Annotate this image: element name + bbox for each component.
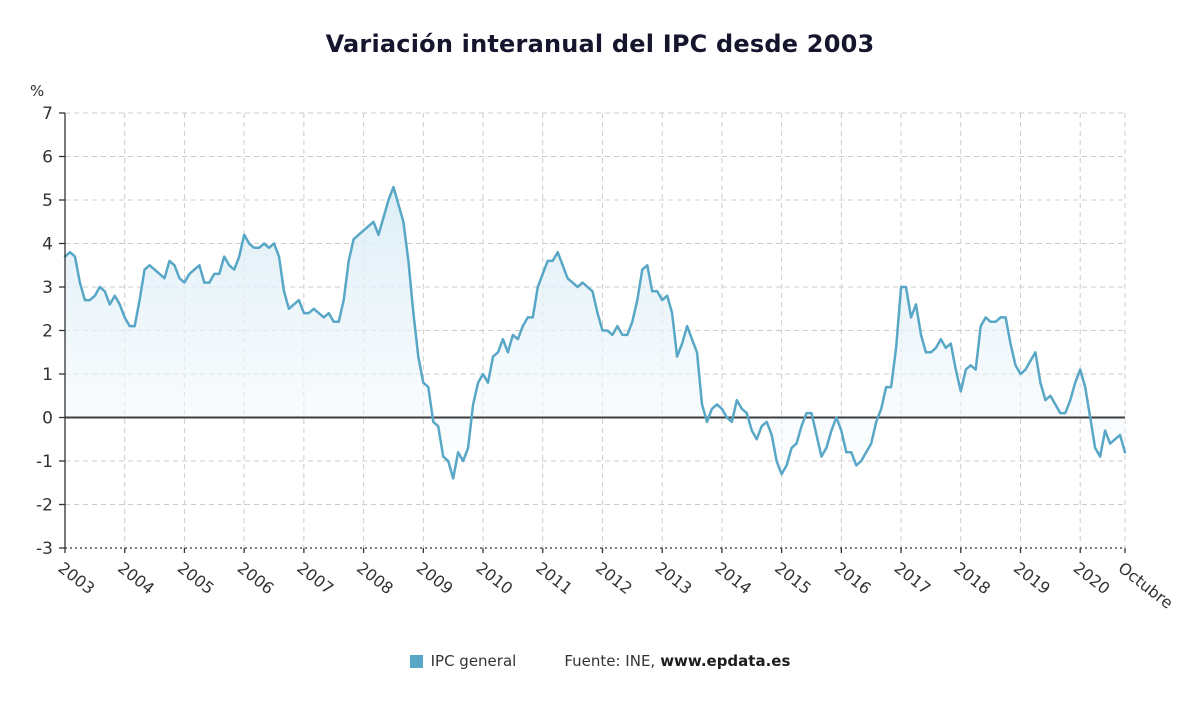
x-tick-label: 2004 [114, 558, 158, 598]
x-tick-label: 2006 [234, 558, 278, 598]
y-axis-unit-label: % [30, 82, 44, 100]
y-tick-label: -3 [36, 539, 53, 559]
x-tick-label: 2015 [771, 558, 815, 598]
y-tick-label: -2 [36, 496, 53, 516]
x-tick-label: 2011 [532, 558, 576, 598]
x-tick-label: 2017 [891, 558, 935, 598]
y-tick-label: 1 [42, 365, 53, 385]
y-tick-label: 5 [42, 191, 53, 211]
y-tick-label: 6 [42, 148, 53, 168]
x-axis-labels: 2003 2004 2005 2006 2007 2008 2009 2010 2011 2012… [55, 548, 1177, 613]
chart-title: Variación interanual del IPC desde 2003 [325, 30, 875, 58]
series-line-ipc-general [63, 185, 1127, 480]
legend-swatch-icon [409, 654, 423, 668]
source-link: www.epdata.es [660, 652, 791, 670]
y-tick-label: 7 [42, 104, 53, 124]
y-tick-label: 4 [42, 235, 53, 255]
x-tick-label: 2016 [831, 558, 875, 598]
x-tick-label: 2007 [293, 558, 337, 598]
y-tick-label: 0 [42, 409, 53, 429]
source-prefix: Fuente: INE, [564, 652, 656, 670]
x-tick-label: 2008 [353, 558, 397, 598]
y-axis-labels: 7 6 5 4 3 2 1 0 -1 -2 -3 [36, 104, 65, 559]
y-tick-label: -1 [36, 452, 53, 472]
x-tick-label: 2018 [950, 558, 994, 598]
x-tick-label: 2019 [1010, 558, 1054, 598]
x-tick-label: 2014 [711, 558, 755, 598]
y-tick-label: 2 [42, 322, 53, 342]
source-text: Fuente: INE, www.epdata.es [564, 652, 790, 670]
chart-legend: IPC general Fuente: INE, www.epdata.es [0, 652, 1200, 670]
legend-series-label: IPC general [430, 652, 517, 670]
series-area-fill [65, 187, 1125, 479]
x-tick-label: Octubre [1115, 558, 1177, 612]
x-tick-label: 2009 [413, 558, 457, 598]
y-tick-label: 3 [42, 278, 53, 298]
x-tick-label: 2010 [473, 558, 517, 598]
x-tick-label: 2013 [652, 558, 696, 598]
x-tick-label: 2020 [1070, 558, 1114, 598]
x-tick-label: 2012 [592, 558, 636, 598]
x-tick-label: 2005 [174, 558, 218, 598]
x-tick-label: 2003 [55, 558, 99, 598]
